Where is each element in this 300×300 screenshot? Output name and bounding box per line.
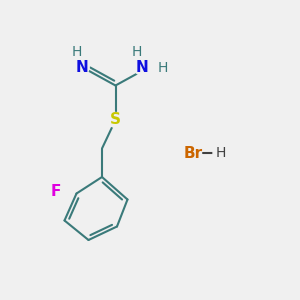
Text: H: H: [215, 146, 226, 160]
Circle shape: [48, 184, 63, 200]
Circle shape: [150, 60, 165, 75]
Circle shape: [108, 112, 123, 128]
Circle shape: [134, 60, 149, 75]
Text: H: H: [131, 46, 142, 59]
Circle shape: [186, 146, 201, 160]
Circle shape: [74, 60, 89, 75]
Circle shape: [129, 45, 144, 60]
Text: H: H: [158, 61, 168, 74]
Circle shape: [213, 146, 228, 160]
Text: N: N: [75, 60, 88, 75]
Text: N: N: [135, 60, 148, 75]
Circle shape: [69, 45, 84, 60]
Text: S: S: [110, 112, 121, 128]
Text: H: H: [71, 46, 82, 59]
Text: F: F: [50, 184, 61, 200]
Text: Br: Br: [184, 146, 203, 160]
